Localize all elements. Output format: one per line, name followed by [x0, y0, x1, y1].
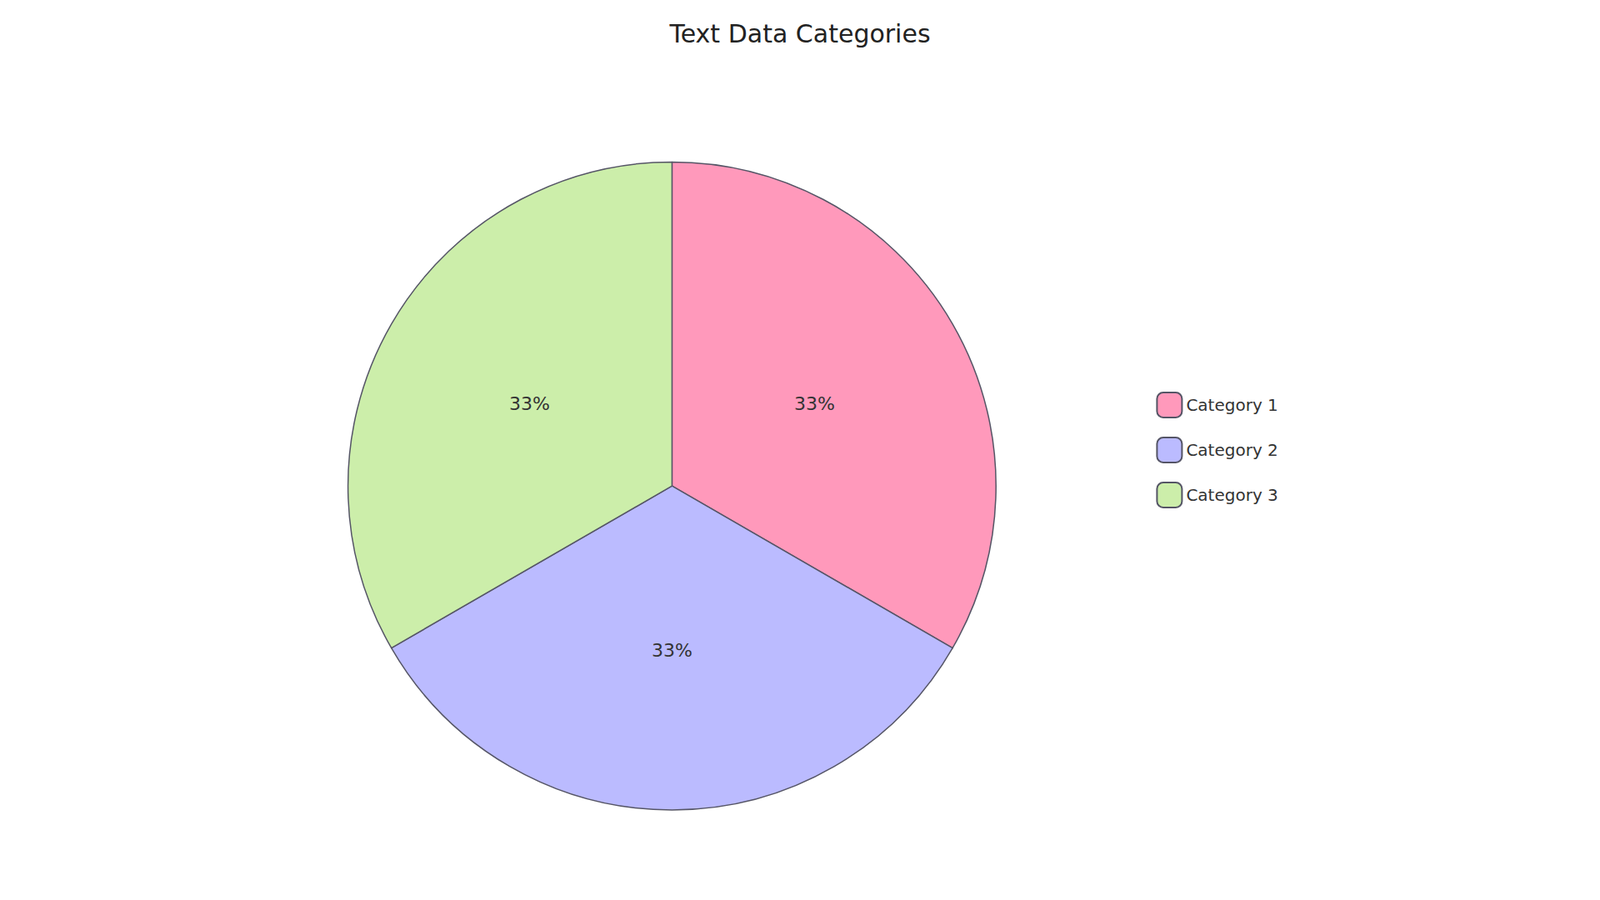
- svg-text:33%: 33%: [794, 393, 835, 415]
- svg-text:33%: 33%: [509, 393, 550, 415]
- svg-text:Category 3: Category 3: [1185, 485, 1278, 505]
- svg-text:33%: 33%: [651, 640, 693, 661]
- svg-text:Text Data Categories: Text Data Categories: [668, 19, 930, 49]
- svg-text:Category 1: Category 1: [1185, 395, 1278, 415]
- svg-text:Category 2: Category 2: [1185, 440, 1278, 460]
